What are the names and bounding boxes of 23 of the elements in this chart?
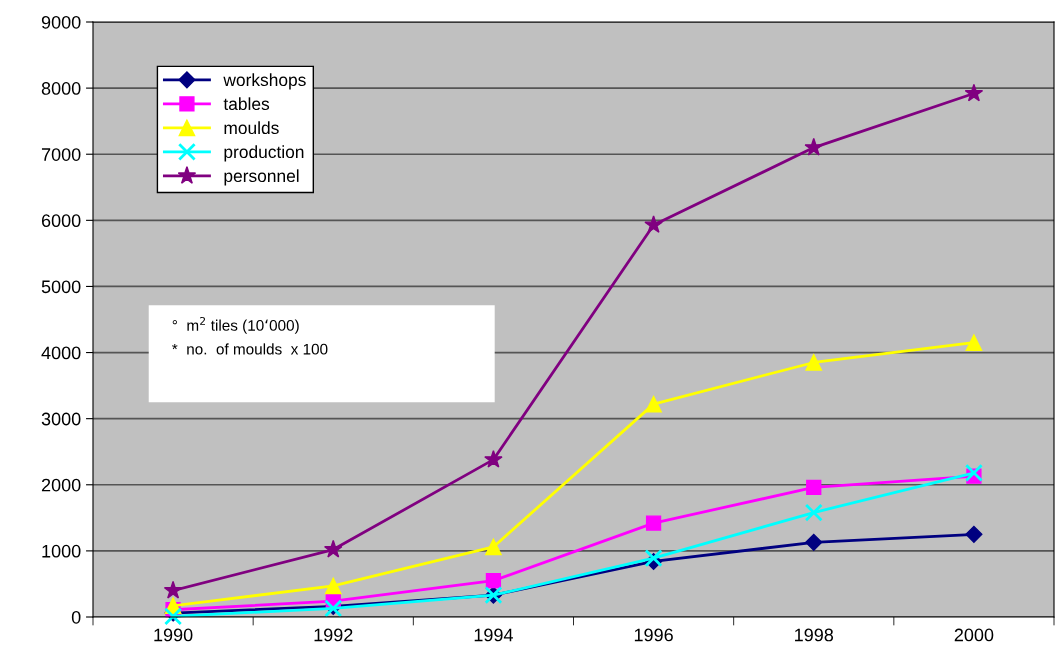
x-tick-label: 1990: [154, 628, 193, 642]
annotation: * no. of moulds x 100: [172, 343, 328, 355]
y-tick-label: 1000: [42, 544, 81, 558]
annotation: ° m$^{2}$ tiles (10‘000): [172, 316, 299, 334]
y-tick-label: 0: [71, 610, 81, 624]
x-tick-label: 1992: [314, 628, 353, 642]
y-tick-label: 2000: [41, 478, 81, 492]
y-tick-label: 7000: [41, 148, 81, 161]
y-tick-label: 6000: [41, 214, 81, 228]
y-tick-label: 9000: [41, 15, 81, 29]
legend-label: personnel: [224, 169, 299, 186]
y-tick-label: 4000: [41, 346, 81, 360]
x-tick-label: 1998: [795, 628, 834, 642]
y-tick-label: 5000: [41, 280, 81, 294]
legend-label: moulds: [224, 121, 279, 135]
x-tick-label: 1996: [634, 628, 673, 642]
legend-label: tables: [223, 97, 270, 111]
y-tick-label: 8000: [41, 82, 81, 95]
x-tick-label: 1994: [474, 628, 513, 642]
y-tick-label: 3000: [41, 412, 81, 426]
x-tick-label: 2000: [954, 628, 994, 642]
legend-label: production: [224, 145, 304, 162]
legend-label: workshops: [223, 73, 306, 90]
